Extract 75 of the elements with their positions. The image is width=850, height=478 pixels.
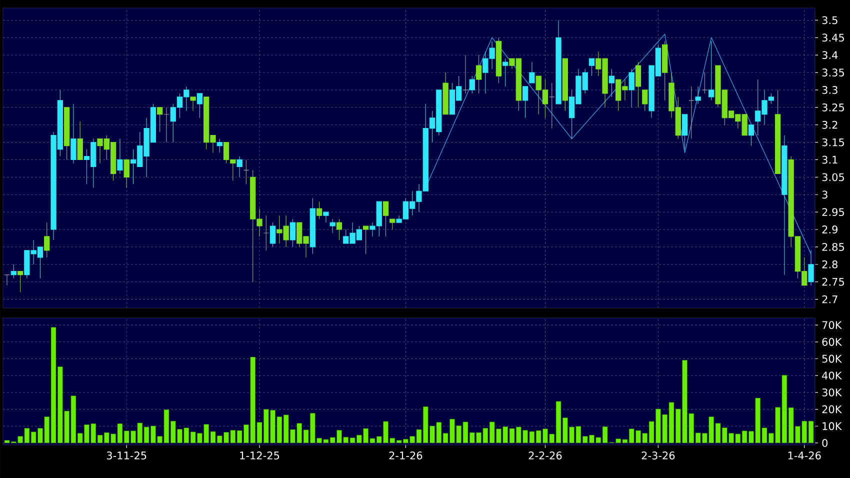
candlestick [549, 82, 555, 129]
candlestick [236, 156, 242, 178]
candlestick [682, 114, 688, 150]
x-tick-label: 1-4-26 [788, 452, 821, 460]
candlestick [4, 274, 10, 286]
y-tick-label: 3.4 [822, 51, 838, 60]
x-tick-label: 2-1-26 [389, 452, 422, 460]
candlestick [270, 222, 276, 248]
y-tick-label: 2.75 [822, 278, 844, 286]
x-tick-label: 2-3-26 [642, 452, 675, 460]
candlestick [330, 218, 336, 234]
candlestick [117, 138, 123, 174]
y-tick-label: 0 [822, 438, 828, 447]
candlestick [382, 201, 389, 237]
candlestick [44, 222, 50, 258]
y-tick-label: 30K [822, 388, 842, 396]
candlestick [688, 86, 694, 140]
y-tick-label: 3.35 [822, 68, 844, 76]
candlestick [628, 68, 634, 108]
x-tick-label: 2-2-26 [528, 452, 562, 460]
candlestick [529, 62, 535, 84]
candlestick [164, 107, 170, 143]
y-tick-label: 3.3 [822, 86, 838, 94]
candlestick [323, 212, 329, 223]
candlestick [608, 68, 614, 98]
candlestick [695, 86, 701, 104]
y-tick-label: 10K [822, 422, 842, 430]
y-tick-label: 3.5 [822, 16, 838, 24]
candlestick [77, 121, 83, 160]
candlestick [588, 58, 595, 76]
y-tick-label: 3.25 [822, 103, 844, 112]
candlestick [263, 215, 269, 251]
candlestick [196, 93, 203, 118]
y-tick-label: 3.2 [822, 120, 838, 129]
candlestick [243, 159, 250, 184]
candlestick [390, 218, 396, 230]
candlestick [17, 271, 24, 293]
y-tick-label: 40K [822, 372, 842, 380]
candlestick [808, 250, 814, 286]
candlestick [748, 124, 754, 146]
candlestick [290, 218, 296, 248]
candlestick [708, 40, 714, 101]
candlestick [362, 226, 369, 254]
candlestick [157, 107, 163, 132]
candlestick [462, 54, 468, 94]
candlestick [316, 201, 322, 220]
y-tick-label: 3.45 [822, 34, 844, 42]
y-tick-label: 2.95 [822, 208, 844, 216]
candlestick [10, 264, 16, 279]
candlestick [70, 104, 76, 164]
y-tick-label: 2.9 [822, 226, 838, 234]
y-tick-label: 60K [822, 338, 842, 346]
y-tick-label: 20K [822, 405, 842, 414]
candlestick [642, 90, 648, 112]
x-tick-label: 1-12-25 [240, 452, 280, 460]
candlestick [190, 96, 196, 112]
y-tick-label: 3.15 [822, 138, 844, 146]
y-tick-label: 70K [822, 321, 842, 330]
y-tick-label: 3.05 [822, 173, 844, 182]
candlestick [124, 159, 130, 188]
candlestick [502, 58, 508, 87]
y-tick-label: 3 [822, 190, 828, 199]
y-tick-label: 2.85 [822, 242, 844, 251]
candlestick [469, 76, 475, 94]
y-tick-label: 50K [822, 354, 842, 363]
x-tick-label: 3-11-25 [106, 452, 146, 460]
candlestick [476, 54, 482, 94]
candlestick [522, 86, 528, 118]
candlestick [635, 62, 642, 108]
candlestick [216, 138, 222, 154]
y-tick-label: 2.7 [822, 295, 838, 304]
candlestick [336, 218, 342, 240]
y-tick-label: 3.1 [822, 156, 838, 164]
candlestick [702, 72, 708, 94]
y-tick-label: 2.8 [822, 260, 838, 268]
